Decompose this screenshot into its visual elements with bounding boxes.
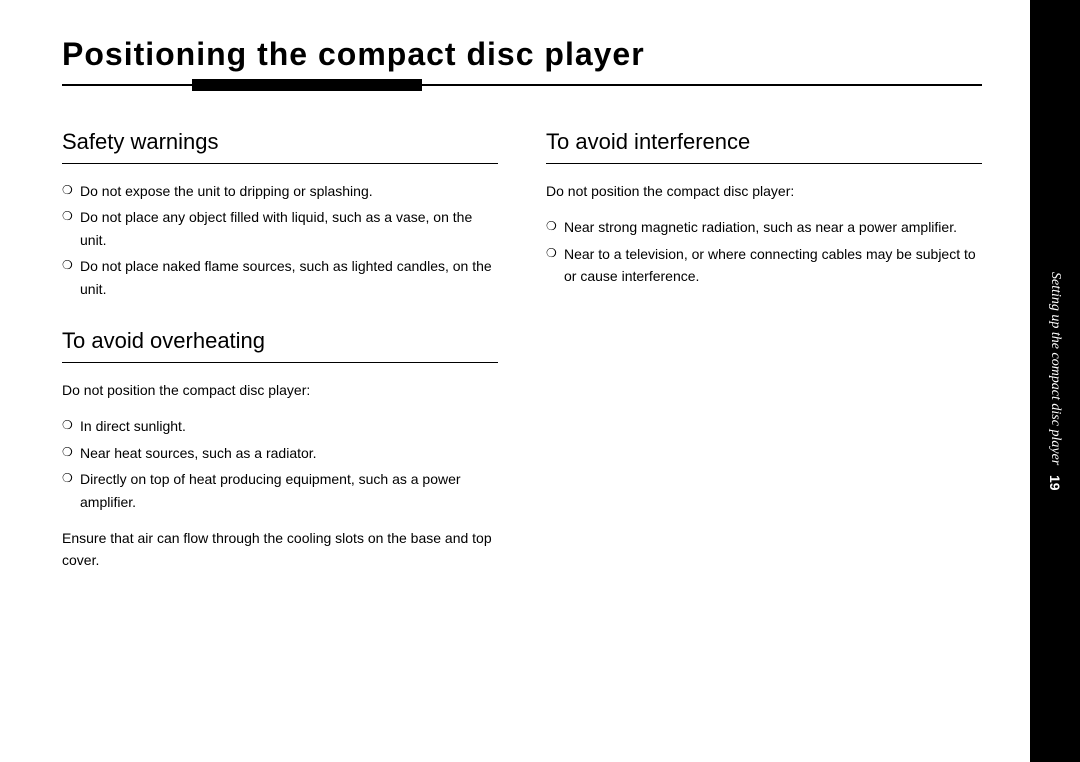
list-item: Near to a television, or where connectin… — [546, 243, 982, 288]
list-item: Near heat sources, such as a radiator. — [62, 442, 498, 464]
manual-page: Setting up the compact disc player 19 Po… — [0, 0, 1080, 762]
title-rule-thick — [192, 79, 422, 91]
right-column: To avoid interference Do not position th… — [546, 129, 982, 600]
list-item: Do not expose the unit to dripping or sp… — [62, 180, 498, 202]
list-item: Do not place naked flame sources, such a… — [62, 255, 498, 300]
bullet-list: Do not expose the unit to dripping or sp… — [62, 180, 498, 300]
section-heading: Safety warnings — [62, 129, 498, 155]
list-item: Directly on top of heat producing equipm… — [62, 468, 498, 513]
section-rule — [546, 163, 982, 164]
side-tab-text: Setting up the compact disc player 19 — [1047, 272, 1063, 490]
section-heading: To avoid overheating — [62, 328, 498, 354]
list-item: In direct sunlight. — [62, 415, 498, 437]
side-tab: Setting up the compact disc player 19 — [1030, 0, 1080, 762]
page-content: Positioning the compact disc player Safe… — [62, 36, 982, 600]
columns: Safety warnings Do not expose the unit t… — [62, 129, 982, 600]
left-column: Safety warnings Do not expose the unit t… — [62, 129, 498, 600]
page-title: Positioning the compact disc player — [62, 36, 982, 73]
section-rule — [62, 362, 498, 363]
section-interference: To avoid interference Do not position th… — [546, 129, 982, 288]
intro-text: Do not position the compact disc player: — [62, 379, 498, 401]
section-rule — [62, 163, 498, 164]
page-number: 19 — [1047, 475, 1063, 491]
list-item: Do not place any object filled with liqu… — [62, 206, 498, 251]
bullet-list: Near strong magnetic radiation, such as … — [546, 216, 982, 287]
bullet-list: In direct sunlight. Near heat sources, s… — [62, 415, 498, 513]
section-overheating: To avoid overheating Do not position the… — [62, 328, 498, 572]
section-heading: To avoid interference — [546, 129, 982, 155]
list-item: Near strong magnetic radiation, such as … — [546, 216, 982, 238]
intro-text: Do not position the compact disc player: — [546, 180, 982, 202]
section-name: Setting up the compact disc player — [1048, 272, 1063, 465]
outro-text: Ensure that air can flow through the coo… — [62, 527, 498, 572]
section-safety-warnings: Safety warnings Do not expose the unit t… — [62, 129, 498, 300]
title-rule — [62, 79, 982, 93]
